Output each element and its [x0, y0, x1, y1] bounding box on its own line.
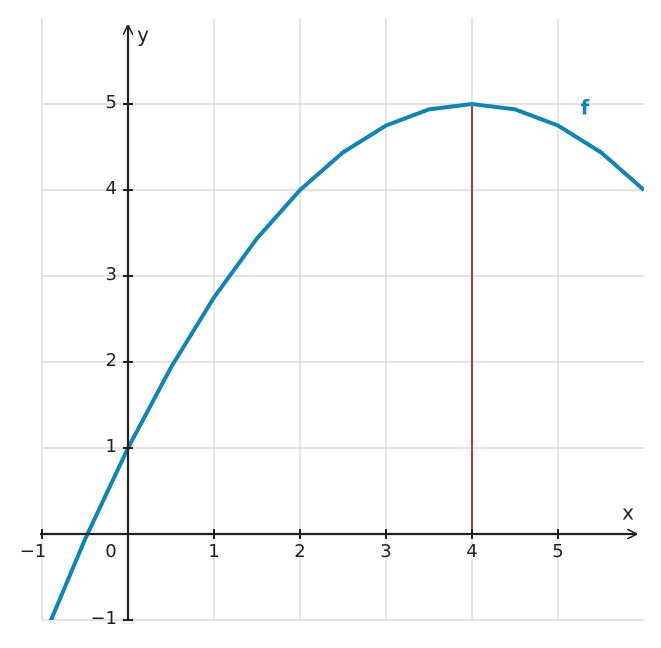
x-tick-label: 2 — [294, 541, 305, 562]
x-axis-label: x — [622, 501, 634, 525]
x-tick-label: 3 — [380, 541, 391, 562]
grid — [41, 18, 644, 621]
x-tick-label: 1 — [208, 541, 219, 562]
y-tick-label: 3 — [106, 264, 117, 285]
y-tick-label: 2 — [106, 350, 117, 371]
x-tick-label: −1 — [20, 541, 47, 562]
axes: f x y −1 0 1 2 3 4 5 −1 1 2 3 4 5 — [20, 23, 636, 629]
series-label: f — [581, 96, 590, 120]
x-tick-label: 4 — [466, 541, 477, 562]
y-tick-label: −1 — [90, 608, 117, 629]
y-axis-label: y — [137, 23, 149, 47]
function-curve — [48, 101, 644, 620]
y-tick-label: 5 — [106, 92, 117, 113]
y-tick-label: 4 — [106, 178, 117, 199]
y-tick-label: 1 — [106, 436, 117, 457]
x-tick-label: 0 — [105, 541, 116, 562]
x-tick-label: 5 — [552, 541, 563, 562]
